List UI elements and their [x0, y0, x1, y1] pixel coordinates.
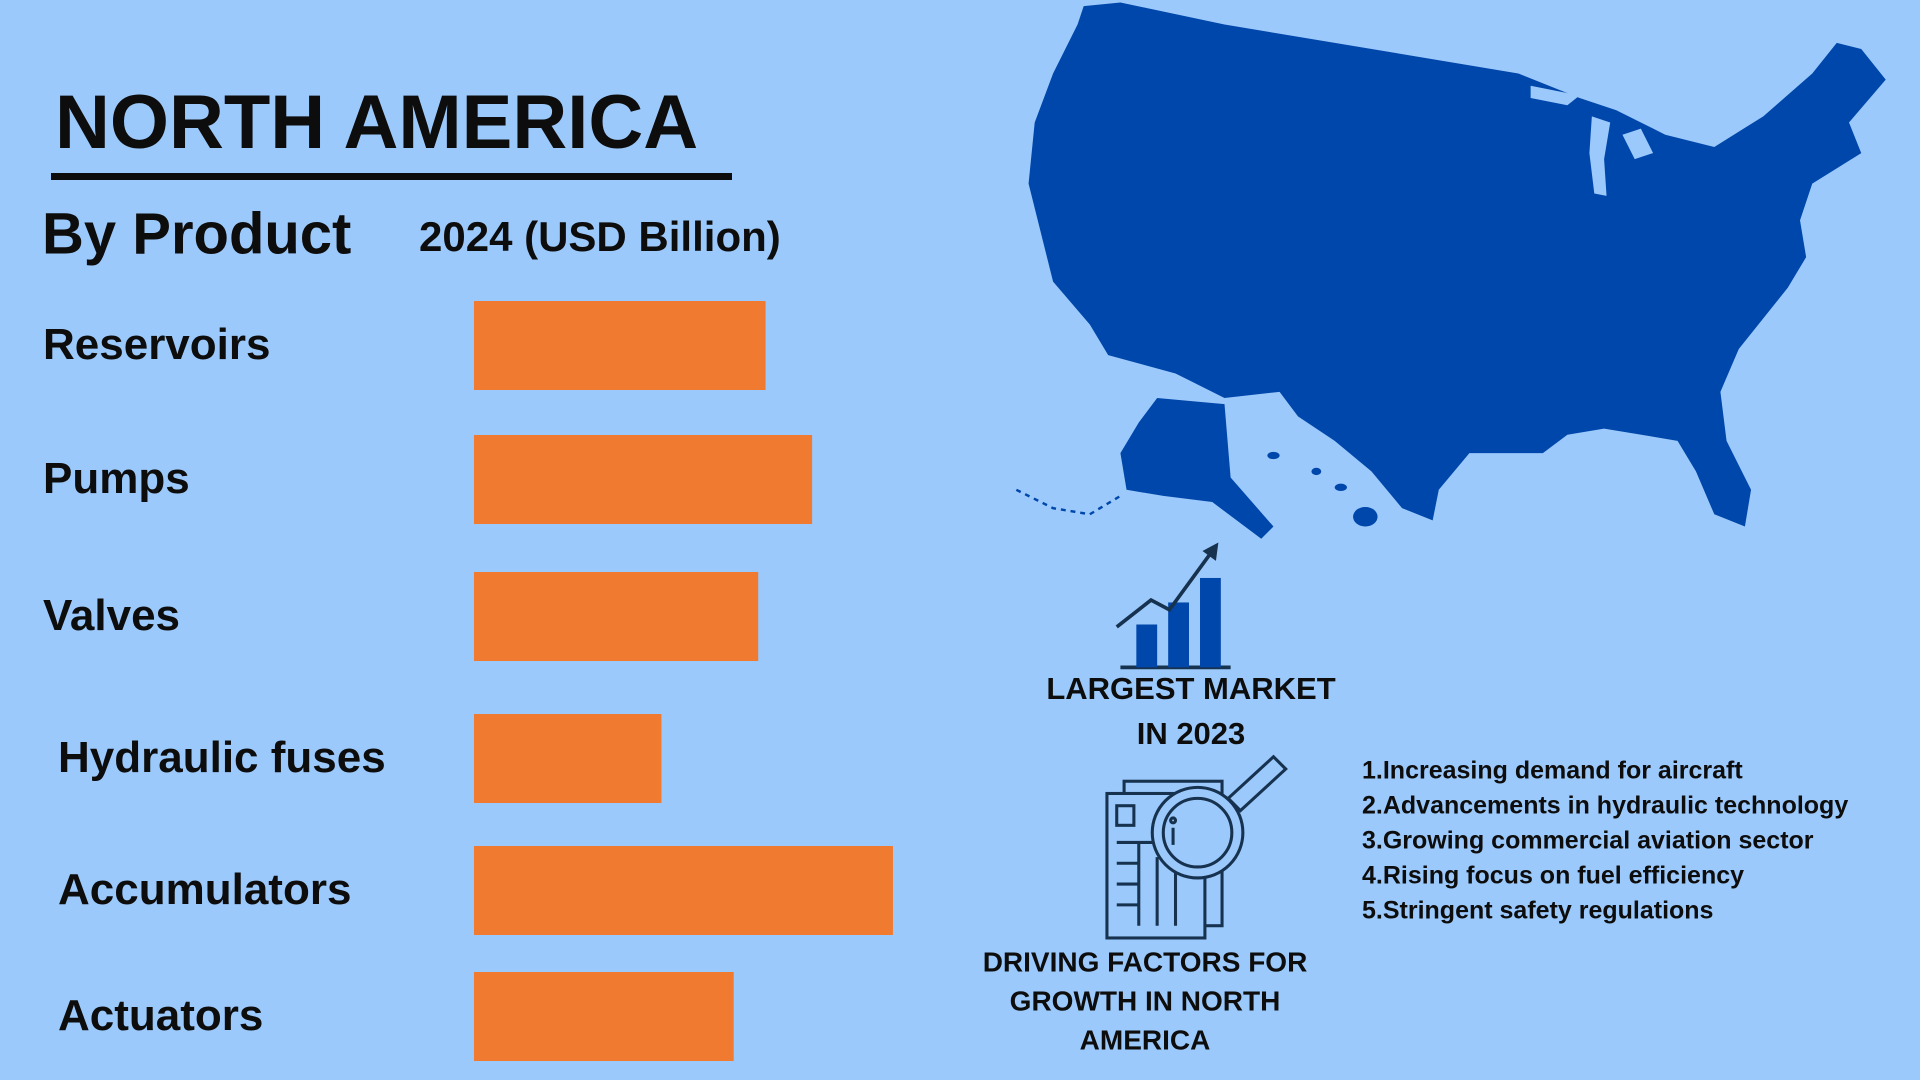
chart-title: By Product: [42, 201, 351, 266]
title-underline: [51, 173, 732, 180]
largest-market-label: LARGEST MARKET: [1046, 671, 1335, 706]
driving-factor-item: 3.Growing commercial aviation sector: [1362, 827, 1814, 855]
us-map: [1015, 2, 1886, 539]
category-label: Hydraulic fuses: [58, 733, 386, 782]
driving-factor-item: 2.Advancements in hydraulic technology: [1362, 792, 1848, 820]
driving-factors-title: AMERICA: [1080, 1024, 1211, 1055]
page-title: NORTH AMERICA: [55, 80, 698, 165]
growth-icon: [1115, 542, 1231, 670]
driving-factor-item: 5.Stringent safety regulations: [1362, 897, 1713, 925]
bar: [474, 572, 759, 661]
bar: [474, 301, 766, 390]
bar: [474, 435, 813, 524]
driving-factor-item: 1.Increasing demand for aircraft: [1362, 757, 1743, 785]
driving-factors-title: GROWTH IN NORTH: [1010, 985, 1281, 1016]
category-label: Actuators: [58, 991, 263, 1040]
category-label: Pumps: [43, 454, 190, 503]
bar: [474, 972, 734, 1061]
chart-subtitle: 2024 (USD Billion): [419, 213, 781, 260]
largest-market-label: IN 2023: [1137, 716, 1246, 751]
bar: [474, 714, 662, 803]
research-icon: [1105, 754, 1288, 940]
category-label: Valves: [43, 591, 180, 640]
category-label: Accumulators: [58, 865, 351, 914]
driving-factor-item: 4.Rising focus on fuel efficiency: [1362, 862, 1744, 890]
bar: [474, 846, 893, 935]
category-label: Reservoirs: [43, 320, 270, 369]
driving-factors-title: DRIVING FACTORS FOR: [983, 946, 1308, 977]
